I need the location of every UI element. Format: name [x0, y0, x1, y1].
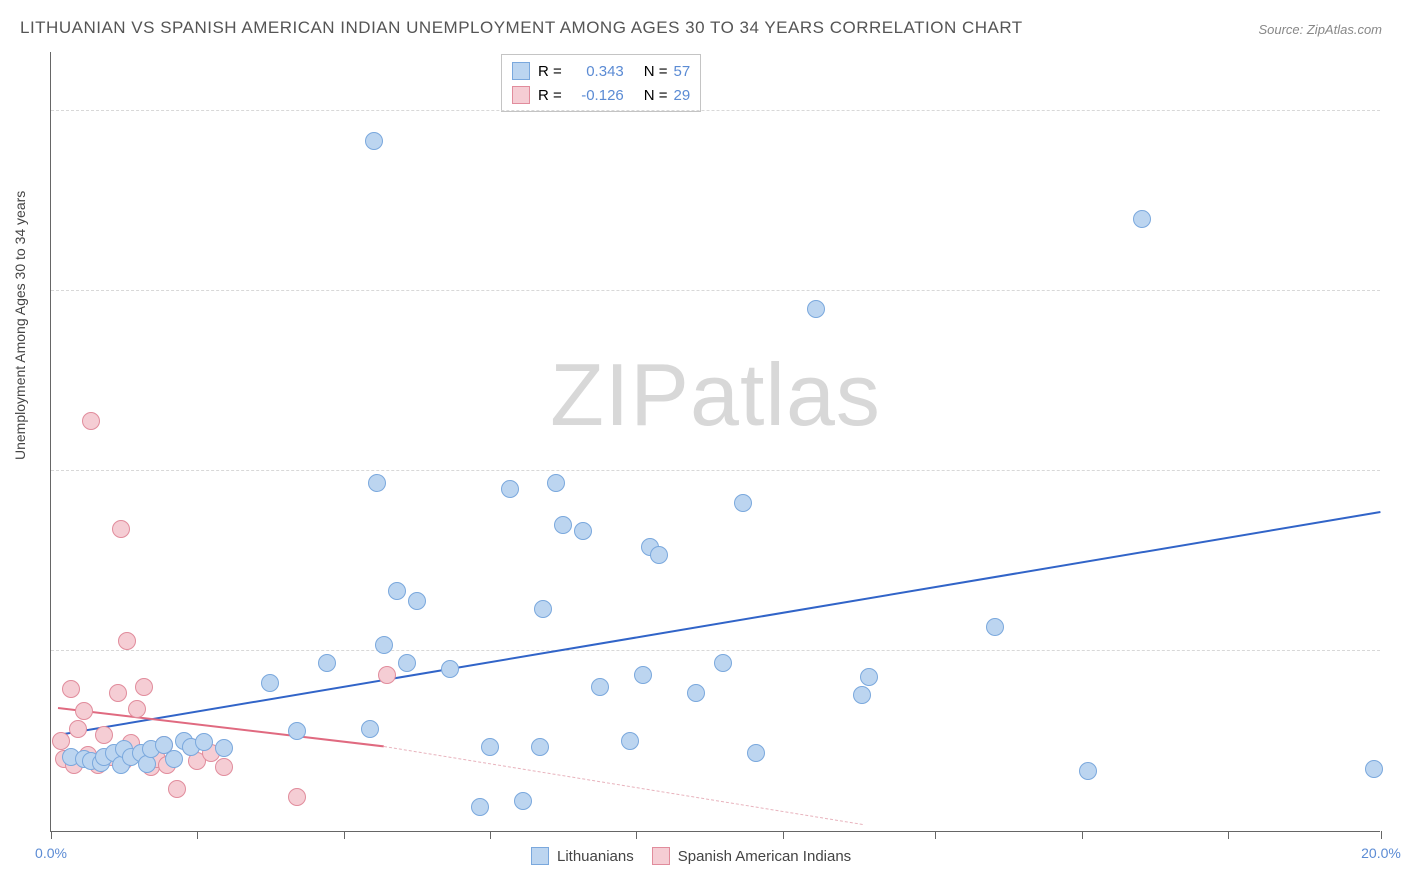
swatch-spanish-icon	[652, 847, 670, 865]
watermark-atlas: atlas	[690, 345, 881, 444]
marker-spanish	[95, 726, 113, 744]
x-tick	[51, 831, 52, 839]
marker-lithuanians	[687, 684, 705, 702]
marker-lithuanians	[534, 600, 552, 618]
marker-lithuanians	[531, 738, 549, 756]
watermark-zip: ZIP	[550, 345, 690, 444]
marker-spanish	[128, 700, 146, 718]
source-attribution: Source: ZipAtlas.com	[1258, 22, 1382, 37]
r-label: R =	[538, 63, 562, 80]
marker-spanish	[135, 678, 153, 696]
legend-row-lithuanians: R = 0.343 N = 57	[512, 59, 690, 83]
marker-spanish	[378, 666, 396, 684]
marker-lithuanians	[501, 480, 519, 498]
marker-lithuanians	[471, 798, 489, 816]
n-label: N =	[644, 87, 668, 104]
marker-lithuanians	[714, 654, 732, 672]
gridline	[51, 290, 1380, 291]
legend-row-spanish: R = -0.126 N = 29	[512, 83, 690, 107]
x-tick	[783, 831, 784, 839]
swatch-lithuanians-icon	[531, 847, 549, 865]
x-tick	[1228, 831, 1229, 839]
x-tick	[490, 831, 491, 839]
marker-lithuanians	[361, 720, 379, 738]
marker-lithuanians	[1365, 760, 1383, 778]
marker-spanish	[62, 680, 80, 698]
marker-spanish	[75, 702, 93, 720]
marker-lithuanians	[1133, 210, 1151, 228]
y-axis-label: Unemployment Among Ages 30 to 34 years	[12, 191, 28, 460]
marker-lithuanians	[375, 636, 393, 654]
legend-label-lithuanians: Lithuanians	[557, 848, 634, 865]
marker-spanish	[69, 720, 87, 738]
r-value-spanish: -0.126	[568, 87, 624, 104]
x-tick	[636, 831, 637, 839]
marker-lithuanians	[650, 546, 668, 564]
n-value-spanish: 29	[674, 87, 691, 104]
marker-lithuanians	[365, 132, 383, 150]
n-value-lithuanians: 57	[674, 63, 691, 80]
marker-spanish	[118, 632, 136, 650]
marker-lithuanians	[408, 592, 426, 610]
marker-lithuanians	[986, 618, 1004, 636]
watermark: ZIPatlas	[550, 344, 881, 446]
x-tick	[1381, 831, 1382, 839]
series-legend: Lithuanians Spanish American Indians	[531, 847, 851, 865]
marker-spanish	[215, 758, 233, 776]
marker-lithuanians	[1079, 762, 1097, 780]
marker-lithuanians	[591, 678, 609, 696]
n-label: N =	[644, 63, 668, 80]
marker-lithuanians	[195, 733, 213, 751]
correlation-legend: R = 0.343 N = 57 R = -0.126 N = 29	[501, 54, 701, 112]
x-tick-label: 20.0%	[1361, 845, 1401, 861]
marker-lithuanians	[547, 474, 565, 492]
marker-lithuanians	[747, 744, 765, 762]
scatter-plot-area: ZIPatlas R = 0.343 N = 57 R = -0.126 N =…	[50, 52, 1380, 832]
marker-lithuanians	[318, 654, 336, 672]
marker-spanish	[82, 412, 100, 430]
marker-spanish	[112, 520, 130, 538]
gridline	[51, 650, 1380, 651]
marker-lithuanians	[388, 582, 406, 600]
gridline	[51, 470, 1380, 471]
gridline	[51, 110, 1380, 111]
marker-lithuanians	[807, 300, 825, 318]
legend-item-spanish: Spanish American Indians	[652, 847, 851, 865]
r-value-lithuanians: 0.343	[568, 63, 624, 80]
x-tick	[197, 831, 198, 839]
marker-lithuanians	[621, 732, 639, 750]
marker-lithuanians	[165, 750, 183, 768]
marker-spanish	[109, 684, 127, 702]
trend-line	[383, 746, 862, 825]
x-tick	[935, 831, 936, 839]
x-tick	[344, 831, 345, 839]
marker-lithuanians	[261, 674, 279, 692]
marker-lithuanians	[860, 668, 878, 686]
r-label: R =	[538, 87, 562, 104]
marker-lithuanians	[398, 654, 416, 672]
marker-lithuanians	[734, 494, 752, 512]
marker-spanish	[288, 788, 306, 806]
x-tick-label: 0.0%	[35, 845, 67, 861]
chart-title: LITHUANIAN VS SPANISH AMERICAN INDIAN UN…	[20, 18, 1023, 38]
marker-lithuanians	[441, 660, 459, 678]
legend-label-spanish: Spanish American Indians	[678, 848, 851, 865]
swatch-lithuanians	[512, 62, 530, 80]
marker-lithuanians	[574, 522, 592, 540]
legend-item-lithuanians: Lithuanians	[531, 847, 634, 865]
marker-lithuanians	[554, 516, 572, 534]
marker-spanish	[168, 780, 186, 798]
marker-lithuanians	[481, 738, 499, 756]
marker-lithuanians	[853, 686, 871, 704]
marker-lithuanians	[368, 474, 386, 492]
marker-lithuanians	[288, 722, 306, 740]
x-tick	[1082, 831, 1083, 839]
trend-line	[64, 511, 1381, 735]
marker-lithuanians	[215, 739, 233, 757]
swatch-spanish	[512, 86, 530, 104]
marker-lithuanians	[634, 666, 652, 684]
marker-lithuanians	[514, 792, 532, 810]
